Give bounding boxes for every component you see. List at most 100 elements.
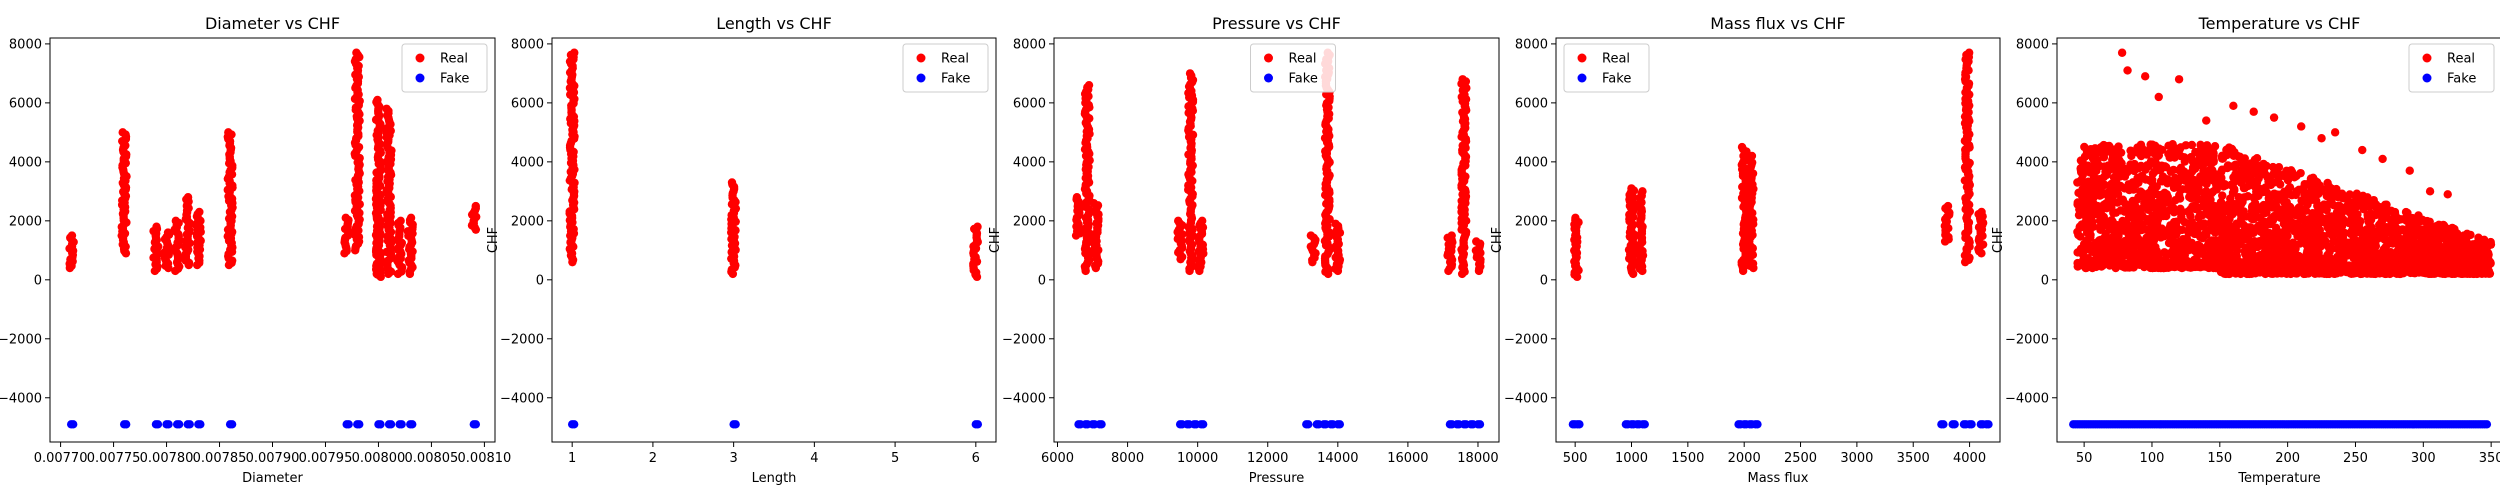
real-point: [2275, 260, 2283, 268]
real-point: [2388, 235, 2396, 243]
real-point: [2109, 151, 2117, 159]
real-point: [2297, 122, 2305, 130]
y-tick-label: −4000: [0, 391, 42, 406]
x-axis-label: Length: [752, 471, 797, 486]
real-point: [2221, 261, 2229, 269]
real-point: [1629, 270, 1637, 278]
real-point: [2429, 269, 2437, 277]
x-tick-label: 0.00785: [193, 451, 247, 466]
y-tick-label: 2000: [1515, 214, 1548, 229]
real-point: [2276, 240, 2284, 248]
real-point: [2173, 217, 2181, 225]
fake-point: [186, 420, 194, 428]
real-point: [2180, 153, 2188, 161]
x-tick-label: 1: [568, 451, 576, 466]
real-point: [1749, 264, 1757, 272]
real-point: [2317, 134, 2325, 142]
real-point: [729, 270, 737, 278]
fake-point: [1753, 420, 1761, 428]
axes-frame: [1556, 38, 2000, 442]
real-point: [2166, 153, 2174, 161]
y-tick-label: −2000: [500, 332, 544, 347]
legend-label-fake: Fake: [1289, 72, 1318, 87]
real-point: [2102, 189, 2110, 197]
real-point: [2302, 261, 2310, 269]
y-tick-label: 8000: [1013, 37, 1046, 52]
y-tick-label: 4000: [9, 155, 42, 170]
real-point: [2152, 204, 2160, 212]
real-point: [2402, 239, 2410, 247]
real-point: [2290, 269, 2298, 277]
real-point: [171, 267, 179, 275]
real-point: [2364, 218, 2372, 226]
fake-point: [175, 420, 183, 428]
y-tick-label: 4000: [1013, 155, 1046, 170]
y-tick-label: 0: [1540, 273, 1548, 288]
real-point: [122, 249, 130, 257]
real-point: [2195, 161, 2203, 169]
legend-label-real: Real: [941, 52, 969, 67]
real-point: [2270, 212, 2278, 220]
fake-point: [164, 420, 172, 428]
fake-point: [397, 420, 405, 428]
real-point: [2218, 209, 2226, 217]
real-point: [568, 258, 576, 266]
y-tick-label: 0: [34, 273, 42, 288]
real-point: [2153, 263, 2161, 271]
real-point: [2280, 199, 2288, 207]
real-point: [193, 261, 201, 269]
y-tick-label: 0: [536, 273, 544, 288]
real-point: [2096, 252, 2104, 260]
real-point: [2177, 164, 2185, 172]
real-point: [2172, 231, 2180, 239]
y-tick-label: 4000: [1515, 155, 1548, 170]
scatter-points: [65, 49, 480, 429]
real-point: [2262, 234, 2270, 242]
real-point: [2118, 217, 2126, 225]
real-point: [2248, 258, 2256, 266]
real-point: [1308, 258, 1316, 266]
chart-title: Mass flux vs CHF: [1710, 14, 1845, 33]
real-point: [406, 270, 414, 278]
y-tick-label: 6000: [9, 96, 42, 111]
real-point: [2196, 245, 2204, 253]
real-point: [2316, 236, 2324, 244]
y-tick-label: 6000: [1013, 96, 1046, 111]
real-point: [2409, 250, 2417, 258]
real-point: [2469, 256, 2477, 264]
real-point: [2118, 49, 2126, 57]
real-point: [2199, 262, 2207, 270]
real-point: [2446, 268, 2454, 276]
y-tick-label: 8000: [9, 37, 42, 52]
real-point: [2347, 227, 2355, 235]
real-point: [2234, 238, 2242, 246]
real-point: [2206, 166, 2214, 174]
x-tick-label: 2: [649, 451, 657, 466]
real-point: [2448, 224, 2456, 232]
real-point: [1977, 249, 1985, 257]
real-point: [2114, 142, 2122, 150]
real-point: [2222, 219, 2230, 227]
real-point: [2353, 247, 2361, 255]
real-point: [2092, 165, 2100, 173]
legend-label-fake: Fake: [1602, 72, 1631, 87]
x-tick-label: 4: [810, 451, 818, 466]
real-point: [2292, 187, 2300, 195]
real-point: [2217, 227, 2225, 235]
scatter-points: [1072, 49, 1485, 429]
real-point: [2229, 102, 2237, 110]
real-point: [2340, 249, 2348, 257]
y-tick-label: −4000: [1002, 391, 1046, 406]
real-point: [1638, 267, 1646, 275]
real-point: [2140, 191, 2148, 199]
real-point: [2340, 266, 2348, 274]
y-axis-label: CHF: [486, 227, 501, 253]
real-point: [973, 273, 981, 281]
real-point: [2396, 249, 2404, 257]
real-point: [2475, 235, 2483, 243]
real-point: [2248, 241, 2256, 249]
